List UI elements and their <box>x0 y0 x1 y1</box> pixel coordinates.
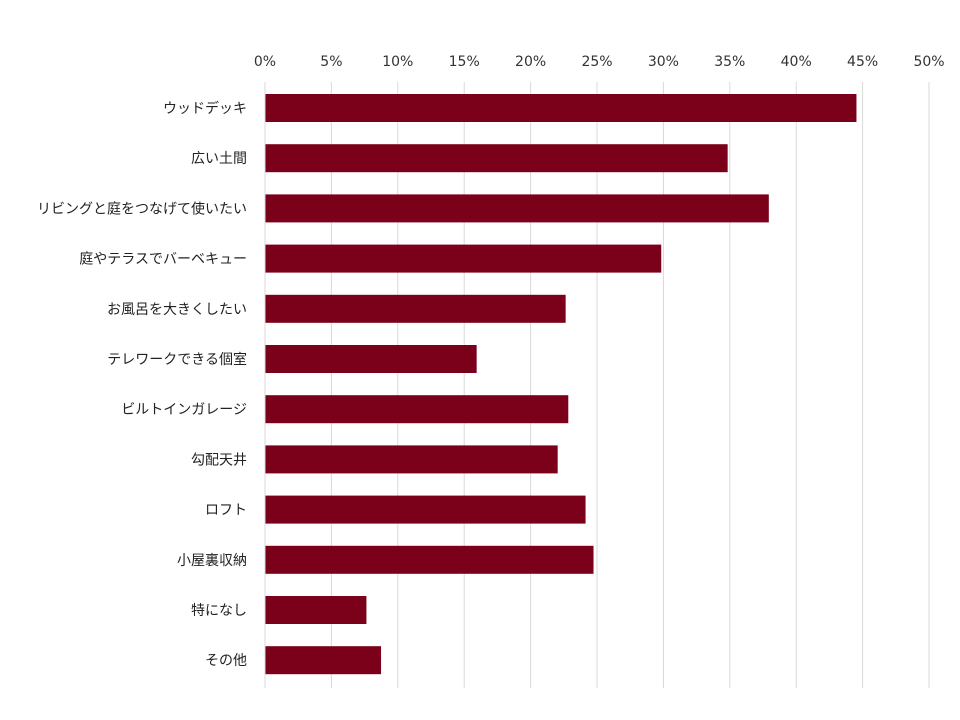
category-label: ウッドデッキ <box>163 100 247 117</box>
bar <box>265 395 569 424</box>
bar <box>265 345 477 373</box>
category-label: その他 <box>205 653 247 669</box>
bars <box>265 94 857 675</box>
x-tick-label: 0% <box>254 54 276 70</box>
category-labels: ウッドデッキ広い土間リビングと庭をつなげて使いたい庭やテラスでバーベキューお風呂… <box>37 100 247 669</box>
bar <box>265 294 566 323</box>
category-label: テレワークできる個室 <box>107 351 247 368</box>
bar <box>265 194 769 223</box>
grid-layer <box>264 82 930 688</box>
category-label: リビングと庭をつなげて使いたい <box>37 200 247 217</box>
bar <box>265 495 586 524</box>
x-tick-label: 20% <box>515 54 546 70</box>
x-tick-label: 30% <box>648 54 679 70</box>
category-label: 小屋裏収納 <box>177 552 247 569</box>
bar <box>265 244 662 273</box>
category-label: お風呂を大きくしたい <box>107 302 247 318</box>
category-label: ビルトインガレージ <box>121 402 247 418</box>
bar <box>265 596 367 624</box>
x-tick-label: 10% <box>382 54 413 70</box>
bar <box>265 94 857 122</box>
bar <box>265 545 594 574</box>
category-label: 特になし <box>191 603 247 619</box>
x-tick-label: 15% <box>449 54 480 70</box>
x-tick-label: 5% <box>320 54 342 70</box>
bar <box>265 445 558 474</box>
category-label: 庭やテラスでバーベキュー <box>79 251 247 268</box>
x-axis-ticks: 0% 5% 10% 15% 20% 25% 30% 35% 40% 45% 50% <box>254 54 945 70</box>
x-tick-label: 50% <box>913 54 944 70</box>
category-label: 勾配天井 <box>191 452 247 468</box>
bar <box>265 646 382 675</box>
category-label: ロフト <box>205 503 247 519</box>
x-tick-label: 35% <box>714 54 745 70</box>
x-tick-label: 40% <box>781 54 812 70</box>
category-label: 広い土間 <box>191 151 247 167</box>
x-tick-label: 45% <box>847 54 878 70</box>
bar <box>265 144 728 173</box>
x-tick-label: 25% <box>581 54 612 70</box>
